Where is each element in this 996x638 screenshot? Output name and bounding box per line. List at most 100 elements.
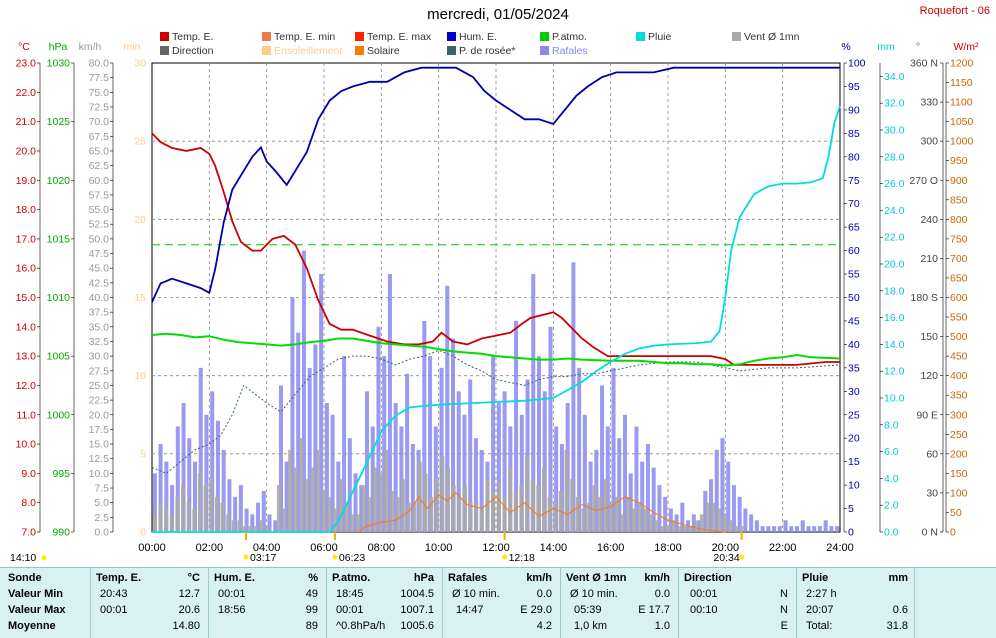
axis-unit-caption: °C [18, 41, 30, 53]
axis-tick-label: 0.0 [884, 527, 899, 539]
sun-marker-icon [243, 554, 249, 560]
axis-tick-label: 250 [950, 429, 968, 441]
axis-tick-label: 20.0 [884, 259, 905, 271]
gust-bar [766, 526, 771, 532]
gust-bar [714, 449, 719, 532]
sun-marker-icon [332, 554, 338, 560]
wind-bar [322, 490, 326, 532]
press-min: 1004.5 [400, 588, 434, 600]
axis-tick-label: 19.0 [16, 175, 37, 187]
axis-unit-caption: ° [916, 41, 920, 53]
legend-label: Direction [172, 45, 214, 57]
press-min-time: 18:45 [336, 588, 364, 600]
gust-bar [548, 326, 553, 532]
axis-tick-label: 75.0 [89, 87, 110, 99]
legend-label: P.atmo. [552, 31, 587, 43]
legend-label: Temp. E. max [367, 31, 432, 43]
axis-unit-caption: W/m² [953, 41, 979, 53]
gust-min: 0.0 [536, 588, 552, 600]
axis-tick-label: 34.0 [884, 71, 905, 83]
wind-bar [372, 467, 377, 532]
x-tick-label: 12:00 [482, 542, 510, 554]
gust-bar [559, 444, 564, 532]
legend-item: Solaire [355, 45, 400, 58]
wind-bar [355, 514, 360, 532]
gust-bar [273, 520, 278, 532]
legend-swatch [540, 46, 549, 55]
axis-tick-label: 0 [140, 527, 146, 539]
gust-bar [422, 320, 427, 532]
gust-bar [261, 490, 266, 532]
x-tick-label: 24:00 [826, 542, 854, 554]
axis-tick-label: 65 [848, 222, 860, 234]
axis-tick-label: 60 [848, 245, 860, 257]
wind-bar [694, 520, 699, 532]
wind-bar [169, 514, 174, 532]
legend-swatch [262, 46, 271, 55]
axis-tick-label: 65.0 [89, 145, 110, 157]
axis-tick-label: 20.0 [89, 409, 110, 421]
dir-title: Direction [684, 572, 732, 584]
gust-bar [640, 461, 645, 532]
wind-bar [282, 508, 287, 532]
axis-tick-label: 900 [950, 175, 968, 187]
gust-bar [187, 438, 192, 532]
gust-bar [450, 338, 456, 532]
rain-duration: 2:27 h [806, 588, 837, 600]
axis-tick-label: 5.0 [94, 497, 109, 509]
wind-bar [587, 502, 592, 532]
gust-bar [542, 391, 547, 532]
axis-tick-label: 15 [134, 292, 146, 304]
axis-tick-label: 1025 [47, 116, 71, 128]
marker-label: 20:34 [713, 552, 739, 564]
axis-tick-label: 10.0 [884, 393, 905, 405]
wind-bar [491, 490, 496, 532]
wind-bar [423, 473, 428, 532]
gust-bar [290, 297, 295, 532]
chart-title: mercredi, 01/05/2024 [427, 6, 569, 23]
rain-total-label: Total: [806, 620, 833, 632]
axis-tick-label: 1030 [47, 58, 71, 70]
axis-unit-caption: km/h [79, 41, 102, 53]
axis-tick-label: 0 N [922, 527, 938, 539]
wind-bar [570, 479, 575, 532]
dir-min: N [780, 588, 788, 600]
axis-tick-label: 13.0 [16, 351, 37, 363]
axis-tick-label: 26.0 [884, 178, 905, 190]
axis-tick-label: 20 [848, 433, 860, 445]
axis-tick-label: 8.0 [884, 419, 899, 431]
legend-item: Rafales [540, 45, 588, 58]
gust-bar [278, 385, 284, 532]
gust-bar [347, 438, 352, 532]
gust-bar [582, 414, 587, 532]
gust-bar [313, 344, 318, 532]
axis-tick-label: 70.0 [89, 116, 110, 128]
axis-tick-label: 1100 [950, 97, 973, 109]
wind-bar [620, 514, 625, 532]
x-tick-label: 18:00 [654, 542, 682, 554]
gust-bar [502, 391, 507, 532]
gust-bar [634, 426, 639, 532]
wind-bar [536, 485, 541, 532]
marker-label: 12:18 [509, 552, 535, 564]
wind-bar [609, 502, 614, 532]
x-tick-label: 10:00 [425, 542, 453, 554]
wind-bar [496, 485, 501, 532]
gust-bar [221, 449, 226, 532]
axis-tick-label: 45 [848, 315, 860, 327]
wind-bar [649, 514, 654, 532]
dir-avg: E [780, 620, 788, 632]
gust-bar [772, 526, 777, 532]
series-line-hum-e [151, 66, 840, 303]
axis-tick-label: 120 [920, 370, 938, 382]
wind-bar [243, 526, 248, 532]
x-tick-label: 08:00 [368, 542, 396, 554]
axis-tick-label: 90 E [916, 409, 938, 421]
row-label-max: Valeur Max [8, 604, 66, 616]
gust-bar [439, 367, 444, 532]
axis-tick-label: 17.0 [16, 233, 37, 245]
legend: Temp. E. Temp. E. min Temp. E. max Hum. E. P… [160, 31, 820, 59]
axis-tick-label: 5 [848, 503, 854, 515]
wind-bar [564, 449, 569, 532]
legend-label: Vent Ø 1mn [744, 31, 800, 43]
